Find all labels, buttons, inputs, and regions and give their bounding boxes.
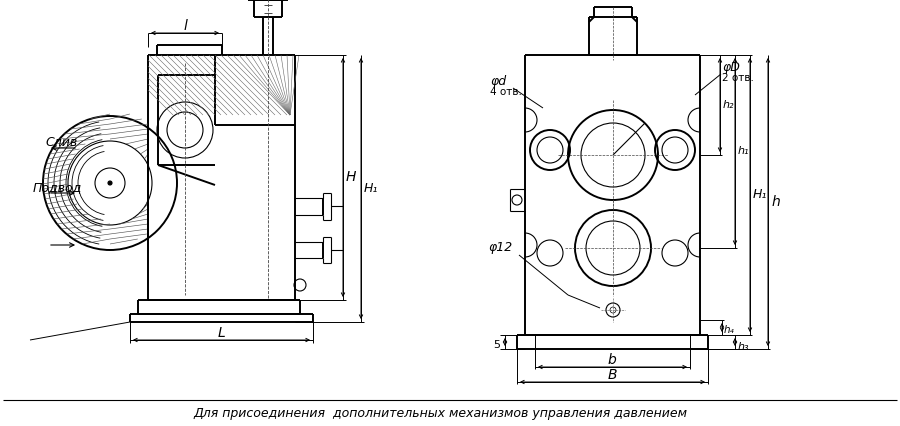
Text: φd: φd bbox=[490, 75, 506, 89]
Text: l: l bbox=[183, 19, 187, 33]
Text: h₃: h₃ bbox=[737, 342, 749, 352]
Circle shape bbox=[108, 181, 112, 185]
Text: H₁: H₁ bbox=[364, 181, 378, 195]
Text: 2 отв.: 2 отв. bbox=[722, 73, 754, 83]
Text: B: B bbox=[608, 368, 616, 382]
Text: b: b bbox=[608, 353, 616, 367]
Text: Слив: Слив bbox=[46, 136, 78, 150]
Text: φD: φD bbox=[722, 61, 740, 75]
Text: Подвод: Подвод bbox=[32, 181, 82, 195]
Text: 5: 5 bbox=[493, 340, 500, 350]
Text: L: L bbox=[217, 326, 225, 340]
Text: H₁: H₁ bbox=[752, 188, 767, 201]
Text: H: H bbox=[346, 170, 356, 184]
Text: Для присоединения  дополнительных механизмов управления давлением: Для присоединения дополнительных механиз… bbox=[193, 406, 687, 420]
Text: h₄: h₄ bbox=[724, 325, 734, 335]
Text: h₁: h₁ bbox=[737, 146, 749, 156]
Text: 4 отв.: 4 отв. bbox=[490, 87, 522, 97]
Text: h: h bbox=[771, 195, 780, 209]
Text: h₂: h₂ bbox=[722, 100, 734, 110]
Text: φ12: φ12 bbox=[488, 242, 512, 254]
